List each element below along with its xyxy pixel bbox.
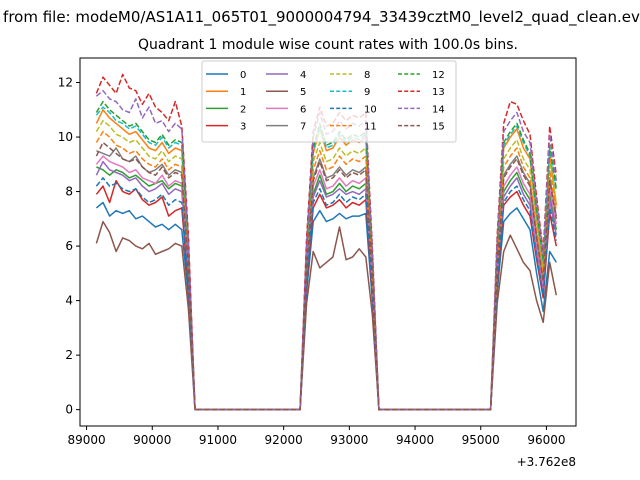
legend-label-11: 11: [364, 122, 377, 133]
legend-label-8: 8: [364, 70, 370, 81]
plot-frame: [79, 57, 577, 427]
series-line-10: [95, 177, 558, 411]
legend-label-12: 12: [432, 70, 445, 81]
y-tick-label-6: 6: [65, 239, 73, 253]
x-tick-label-91000: 91000: [199, 433, 237, 447]
x-tick-label-89000: 89000: [67, 433, 105, 447]
chart-title: Quadrant 1 module wise count rates with …: [138, 37, 518, 53]
legend-label-10: 10: [364, 104, 377, 115]
y-axis: 0 2 4 6 8 10 12: [58, 76, 80, 417]
legend-label-9: 9: [364, 87, 370, 98]
legend-box: [201, 60, 457, 143]
plot-lines: [95, 73, 558, 411]
x-tick-label-93000: 93000: [330, 433, 368, 447]
x-tick-label-96000: 96000: [527, 433, 565, 447]
series-line-12: [95, 100, 558, 411]
x-tick-label-95000: 95000: [462, 433, 500, 447]
legend-label-1: 1: [240, 87, 246, 98]
y-tick-label-8: 8: [65, 185, 73, 199]
legend-label-3: 3: [240, 122, 246, 133]
x-tick-label-90000: 90000: [133, 433, 171, 447]
legend-label-15: 15: [432, 122, 445, 133]
legend-label-6: 6: [300, 104, 306, 115]
y-tick-label-0: 0: [65, 403, 73, 417]
x-axis: 89000 90000 91000 92000 93000 94000 95000 96000: [67, 426, 566, 447]
legend-label-13: 13: [432, 87, 445, 98]
legend-label-7: 7: [300, 122, 306, 133]
series-line-15: [95, 141, 558, 411]
series-line-8: [95, 119, 558, 411]
series-line-5: [95, 220, 558, 411]
y-tick-label-12: 12: [58, 76, 73, 90]
legend-label-4: 4: [300, 70, 306, 81]
series-line-9: [95, 106, 558, 411]
series-line-3: [95, 179, 558, 411]
legend-label-14: 14: [432, 104, 445, 115]
suptitle: Plot from file: modeM0/AS1A11_065T01_900…: [0, 8, 640, 26]
x-tick-label-94000: 94000: [396, 433, 434, 447]
y-tick-label-4: 4: [65, 294, 73, 308]
y-tick-label-2: 2: [65, 348, 73, 362]
x-offset-label: +3.762e8: [517, 455, 576, 469]
y-tick-label-10: 10: [58, 130, 73, 144]
series-line-0: [95, 201, 557, 411]
legend-label-0: 0: [240, 70, 246, 81]
legend-label-5: 5: [300, 87, 306, 98]
x-tick-label-92000: 92000: [265, 433, 303, 447]
legend-label-2: 2: [240, 104, 246, 115]
